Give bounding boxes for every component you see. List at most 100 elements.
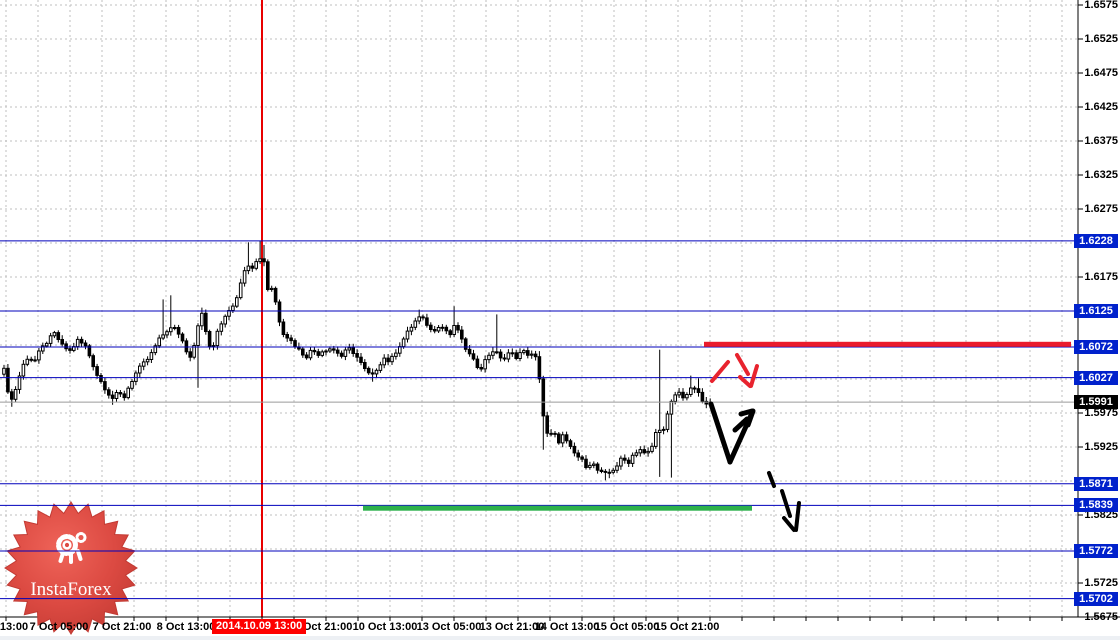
candle-body <box>518 352 522 360</box>
candle-body <box>607 471 612 474</box>
candle-body <box>269 287 274 290</box>
candle-body <box>122 393 127 399</box>
black-dashed-arrow-stroke[interactable] <box>767 471 776 488</box>
red-arrow-stroke[interactable] <box>738 375 752 388</box>
candle-body <box>196 325 200 346</box>
candle-body <box>64 343 68 350</box>
black-arrow-stroke[interactable] <box>708 401 733 465</box>
candle-body <box>626 459 631 464</box>
candle-body <box>332 348 336 351</box>
candle-body <box>262 258 266 263</box>
candle-body <box>580 456 584 460</box>
candle-body <box>37 350 41 361</box>
candle-body <box>444 326 449 332</box>
candle-body <box>285 334 289 339</box>
candle-body <box>611 469 616 473</box>
candle-body <box>79 338 84 344</box>
candle-body <box>440 326 445 329</box>
candle-body <box>254 261 258 269</box>
candle-body <box>41 345 45 352</box>
drawn-level-bands[interactable] <box>363 341 1071 511</box>
candle-body <box>21 363 26 377</box>
candle-body <box>514 352 519 359</box>
candle-body <box>421 316 425 319</box>
black-arrow-stroke[interactable] <box>738 408 755 417</box>
candle-body <box>2 367 6 375</box>
red-arrow-stroke[interactable] <box>735 353 750 376</box>
candle-body <box>452 325 456 335</box>
candle-body <box>638 449 643 454</box>
candle-body <box>560 434 565 444</box>
candle-body <box>347 347 352 351</box>
candle-body <box>479 367 483 370</box>
candle-body <box>95 366 99 376</box>
candle-body <box>339 352 344 357</box>
candle-body <box>316 351 321 356</box>
candle-body <box>231 305 235 312</box>
candle-body <box>200 312 204 327</box>
candle-body <box>188 351 192 358</box>
candle-body <box>153 345 158 354</box>
candle-body <box>661 428 666 431</box>
candle-body <box>207 331 212 347</box>
candle-body <box>204 312 208 332</box>
candle-body <box>192 345 196 358</box>
candle-body <box>382 357 386 366</box>
black-dashed-arrow-stroke[interactable] <box>782 516 796 532</box>
candle-body <box>545 415 550 434</box>
green-support-band[interactable] <box>363 505 752 511</box>
candle-body <box>157 337 161 347</box>
candle-body <box>654 432 658 447</box>
candle-body <box>281 321 286 335</box>
candle-body <box>29 358 33 361</box>
candle-body <box>487 354 491 361</box>
candle-body <box>405 330 410 340</box>
candle-body <box>677 391 681 396</box>
candle-body <box>223 315 227 325</box>
candle-body <box>673 394 678 402</box>
candle-body <box>110 394 115 399</box>
candle-body <box>107 389 111 396</box>
candle-body <box>576 452 581 458</box>
candle-body <box>541 378 546 417</box>
candle-body <box>219 323 224 332</box>
support-resistance-lines[interactable] <box>0 240 1078 600</box>
black-arrow-stroke[interactable] <box>745 408 756 428</box>
candle-body <box>700 391 705 402</box>
candle-body <box>665 413 670 430</box>
candle-body <box>13 389 18 400</box>
candle-body <box>398 346 402 354</box>
candle-body <box>436 327 441 332</box>
starburst-badge <box>4 501 138 635</box>
candle-body <box>475 358 480 369</box>
red-resistance-band[interactable] <box>704 341 1071 347</box>
candle-body <box>215 330 220 347</box>
candle-body <box>6 367 10 393</box>
candle-body <box>366 367 371 374</box>
candle-body <box>584 458 588 469</box>
candle-body <box>301 348 305 356</box>
candle-body <box>103 381 107 391</box>
candle-body <box>619 457 623 467</box>
candle-body <box>448 330 452 336</box>
candle-body <box>118 392 123 395</box>
candle-body <box>75 338 80 348</box>
candle-body <box>650 445 654 452</box>
candle-body <box>483 359 487 370</box>
forecast-arrows[interactable] <box>708 353 801 532</box>
candle-body <box>681 391 685 399</box>
candle-body <box>169 327 173 333</box>
candle-body <box>526 350 530 356</box>
gridlines <box>0 0 1078 618</box>
candle-body <box>161 334 165 339</box>
black-arrow-stroke[interactable] <box>732 416 750 433</box>
candle-body <box>266 261 270 290</box>
red-arrow-stroke[interactable] <box>749 364 759 388</box>
candle-body <box>595 463 600 471</box>
red-arrow-stroke[interactable] <box>710 360 730 383</box>
black-dashed-arrow-stroke[interactable] <box>780 489 792 518</box>
candle-body <box>83 342 88 347</box>
candle-body <box>165 331 169 336</box>
black-dashed-arrow-stroke[interactable] <box>794 501 801 532</box>
